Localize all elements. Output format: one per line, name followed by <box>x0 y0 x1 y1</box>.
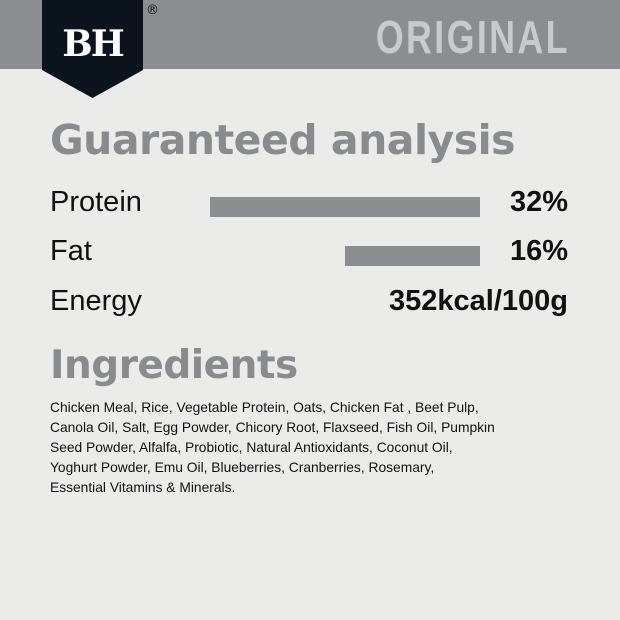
nutrient-value: 32% <box>509 186 568 218</box>
analysis-heading: Guaranteed analysis <box>50 116 516 164</box>
ingredients-line: Yoghurt Powder, Emu Oil, Blueberries, Cr… <box>50 460 435 475</box>
analysis-row-protein: Protein 32% <box>50 186 568 226</box>
analysis-row-energy: Energy 352kcal/100g <box>50 285 568 325</box>
ingredients-line: Chicken Meal, Rice, Vegetable Protein, O… <box>50 400 479 415</box>
nutrient-value: 16% <box>509 235 568 267</box>
svg-text:BH: BH <box>62 23 123 65</box>
protein-bar <box>210 197 480 217</box>
fat-bar <box>345 246 480 266</box>
ingredients-heading: Ingredients <box>50 343 298 388</box>
ingredients-line: Seed Powder, Alfalfa, Probiotic, Natural… <box>50 440 453 455</box>
nutrient-label: Fat <box>50 235 92 267</box>
ingredients-list: Chicken Meal, Rice, Vegetable Protein, O… <box>50 398 495 498</box>
registered-mark: ® <box>146 3 159 18</box>
analysis-row-fat: Fat 16% <box>50 235 568 275</box>
nutrient-label: Protein <box>50 186 142 218</box>
nutrient-label: Energy <box>50 285 142 317</box>
brand-logo: BH <box>42 0 143 98</box>
ingredients-line: Essential Vitamins & Minerals. <box>50 480 236 495</box>
variant-title: ORIGINAL <box>375 11 570 63</box>
nutrient-value: 352kcal/100g <box>389 285 568 317</box>
ingredients-line: Canola Oil, Salt, Egg Powder, Chicory Ro… <box>50 420 495 435</box>
